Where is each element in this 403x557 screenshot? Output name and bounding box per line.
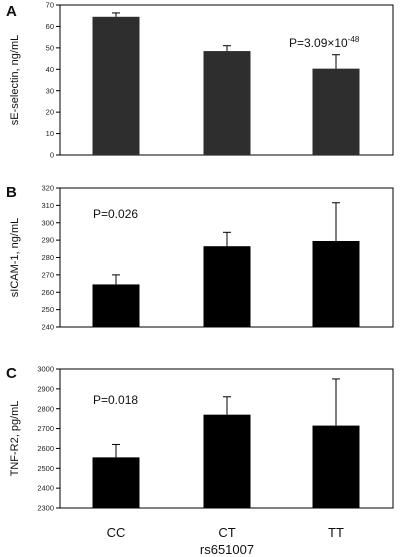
p-value-base: P=0.026 <box>93 207 138 221</box>
y-tick-label: 50 <box>46 43 54 52</box>
y-tick-label: 70 <box>46 1 54 10</box>
y-tick-label: 0 <box>50 151 54 160</box>
y-tick-label: 2300 <box>37 504 54 513</box>
y-tick-label: 30 <box>46 86 54 95</box>
x-axis-label: rs651007 <box>200 542 254 557</box>
y-tick-label: 3000 <box>37 365 54 374</box>
p-value-label: P=0.018 <box>93 393 138 407</box>
y-tick-label: 10 <box>46 129 54 138</box>
bar-ct <box>203 246 251 327</box>
y-tick-label: 2600 <box>37 444 54 453</box>
y-axis-label: sICAM-1, ng/mL <box>9 218 21 297</box>
y-tick-label: 280 <box>41 253 54 262</box>
x-category-label-cc: CC <box>107 525 126 540</box>
y-tick-label: 260 <box>41 288 54 297</box>
bar-tt <box>312 68 360 155</box>
panel-letter: A <box>6 3 17 20</box>
x-category-label-tt: TT <box>328 525 344 540</box>
y-tick-label: 310 <box>41 201 54 210</box>
bar-ct <box>203 51 251 156</box>
y-tick-label: 240 <box>41 323 54 332</box>
y-tick-label: 20 <box>46 108 54 117</box>
y-tick-label: 290 <box>41 236 54 245</box>
p-value-label: P=3.09×10-48 <box>289 35 360 50</box>
bar-cc <box>92 284 140 327</box>
p-value-label: P=0.026 <box>93 207 138 221</box>
bar-ct <box>203 414 251 508</box>
p-value-base: P=3.09×10 <box>289 36 348 50</box>
p-value-exponent: -48 <box>348 35 360 44</box>
y-axis-label: sE-selectin, ng/mL <box>9 35 21 125</box>
y-tick-label: 2800 <box>37 404 54 413</box>
y-axis-label: TNF-R2, pg/mL <box>9 401 21 477</box>
panel-c: C TNF-R2, pg/mL 2300 2400 2500 2600 2700 2800 29… <box>6 365 394 513</box>
y-tick-label: 270 <box>41 270 54 279</box>
y-tick-label: 60 <box>46 22 54 31</box>
y-tick-label: 250 <box>41 305 54 314</box>
bar-cc <box>92 16 140 155</box>
bar-tt <box>312 240 360 327</box>
x-category-label-ct: CT <box>218 525 235 540</box>
y-tick-label: 40 <box>46 65 54 74</box>
y-tick-label: 2400 <box>37 484 54 493</box>
y-tick-label: 300 <box>41 218 54 227</box>
y-tick-label: 2500 <box>37 464 54 473</box>
panel-letter: B <box>6 184 17 201</box>
y-tick-label: 2700 <box>37 424 54 433</box>
panel-letter: C <box>6 365 17 382</box>
y-tick-label: 2900 <box>37 384 54 393</box>
panel-a: AsE-selectin, ng/mL 0 10 20 30 40 50 60 70 P=3.09… <box>6 1 394 160</box>
bar-cc <box>92 457 140 508</box>
y-tick-label: 320 <box>41 184 54 193</box>
bar-tt <box>312 425 360 508</box>
p-value-base: P=0.018 <box>93 393 138 407</box>
